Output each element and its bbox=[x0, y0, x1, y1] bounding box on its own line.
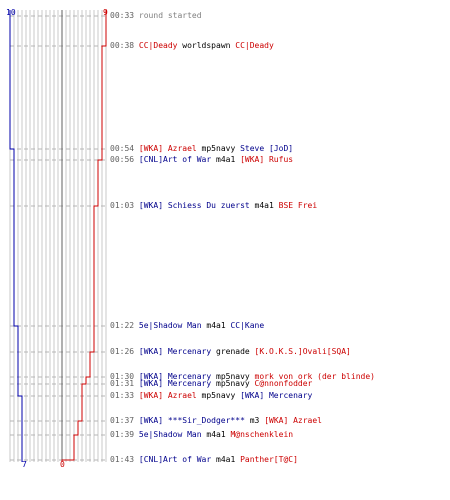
killer-name: [WKA] ***Sir_Dodger*** bbox=[138, 416, 245, 425]
red-team-alive-line bbox=[61, 10, 107, 462]
event-time: 01:39 bbox=[110, 430, 135, 439]
event-time: 01:26 bbox=[110, 347, 135, 356]
event-row: 00:33 round started bbox=[110, 10, 202, 22]
weapon-name: m4a1 bbox=[216, 155, 236, 164]
event-row: 01:31 [WKA] Mercenary mp5navy C@nnonfodd… bbox=[110, 378, 312, 390]
red-end-count: 0 bbox=[60, 460, 65, 469]
victim-name: [WKA] Azrael bbox=[264, 416, 322, 425]
event-time: 01:43 bbox=[110, 455, 135, 464]
event-dash-lines bbox=[10, 15, 108, 461]
killer-name: [WKA] Schiess Du zuerst bbox=[138, 201, 250, 210]
event-row: 00:56 [CNL]Art of War m4a1 [WKA] Rufus bbox=[110, 154, 293, 166]
weapon-name: mp5navy bbox=[216, 379, 250, 388]
event-time: 01:30 bbox=[110, 372, 135, 381]
victim-name: C@nnonfodder bbox=[254, 379, 313, 388]
event-row: 00:54 [WKA] Azrael mp5navy Steve [JoD] bbox=[110, 143, 293, 155]
killer-name: CC|Deady bbox=[235, 41, 274, 50]
killer-name: [WKA] Mercenary bbox=[138, 372, 212, 381]
victim-name: BSE Frei bbox=[278, 201, 318, 210]
event-time: 01:37 bbox=[110, 416, 135, 425]
killer-name: [WKA] Azrael bbox=[138, 391, 197, 400]
weapon-name: m4a1 bbox=[216, 455, 236, 464]
weapon-name: m4a1 bbox=[206, 321, 226, 330]
weapon-name: worldspawn bbox=[182, 41, 231, 50]
killer-name: 5e|Shadow Man bbox=[138, 430, 202, 439]
victim-name: [K.O.K.S.]Ovali[SQA] bbox=[254, 347, 351, 356]
event-row: 01:39 5e|Shadow Man m4a1 M@nschenklein bbox=[110, 429, 293, 441]
graph-grid bbox=[9, 10, 107, 462]
blue-start-count: 10 bbox=[6, 8, 16, 17]
victim-name: mork von ork (der blinde) bbox=[254, 372, 375, 381]
event-time: 01:33 bbox=[110, 391, 135, 400]
victim-name: Panther[T@C] bbox=[240, 455, 298, 464]
event-row: 01:30 [WKA] Mercenary mp5navy mork von o… bbox=[110, 371, 375, 383]
killer-name: [CNL]Art of War bbox=[138, 155, 212, 164]
killer-name: [CNL]Art of War bbox=[138, 455, 212, 464]
weapon-name: grenade bbox=[216, 347, 250, 356]
victim-name: Steve [JoD] bbox=[240, 144, 294, 153]
killer-name: 5e|Shadow Man bbox=[138, 321, 202, 330]
weapon-name: mp5navy bbox=[201, 144, 236, 153]
killer-name: [WKA] Azrael bbox=[138, 144, 197, 153]
weapon-name: mp5navy bbox=[201, 391, 236, 400]
event-message: round started bbox=[138, 11, 202, 20]
victim-name: CC|Kane bbox=[230, 321, 265, 330]
event-time: 00:38 bbox=[110, 41, 135, 50]
event-time: 01:03 bbox=[110, 201, 135, 210]
blue-team-alive-line bbox=[9, 10, 23, 462]
weapon-name: m4a1 bbox=[206, 430, 226, 439]
victim-name: [WKA] Mercenary bbox=[240, 391, 313, 400]
victim-name: M@nschenklein bbox=[230, 430, 294, 439]
weapon-name: m3 bbox=[249, 416, 260, 425]
event-row: 00:38 CC|Deady worldspawn CC|Deady bbox=[110, 40, 274, 52]
weapon-name: m4a1 bbox=[254, 201, 274, 210]
killer-name: [WKA] Mercenary bbox=[138, 347, 212, 356]
victim-name: CC|Deady bbox=[138, 41, 178, 50]
red-start-count: 9 bbox=[103, 8, 108, 17]
event-row: 01:37 [WKA] ***Sir_Dodger*** m3 [WKA] Az… bbox=[110, 415, 322, 427]
event-row: 01:22 5e|Shadow Man m4a1 CC|Kane bbox=[110, 320, 264, 332]
event-row: 01:33 [WKA] Azrael mp5navy [WKA] Mercena… bbox=[110, 390, 312, 402]
victim-name: [WKA] Rufus bbox=[240, 155, 294, 164]
event-time: 00:56 bbox=[110, 155, 135, 164]
event-row: 01:43 [CNL]Art of War m4a1 Panther[T@C] bbox=[110, 454, 298, 466]
event-time: 01:22 bbox=[110, 321, 135, 330]
event-row: 01:26 [WKA] Mercenary grenade [K.O.K.S.]… bbox=[110, 346, 351, 358]
event-time: 00:54 bbox=[110, 144, 135, 153]
blue-end-count: 7 bbox=[22, 460, 27, 469]
event-time: 01:31 bbox=[110, 379, 135, 388]
killer-name: [WKA] Mercenary bbox=[138, 379, 212, 388]
alive-count-graph: 10 9 7 0 bbox=[6, 8, 108, 469]
event-row: 01:03 [WKA] Schiess Du zuerst m4a1 BSE F… bbox=[110, 200, 317, 212]
event-time: 00:33 bbox=[110, 11, 135, 20]
weapon-name: mp5navy bbox=[216, 372, 250, 381]
